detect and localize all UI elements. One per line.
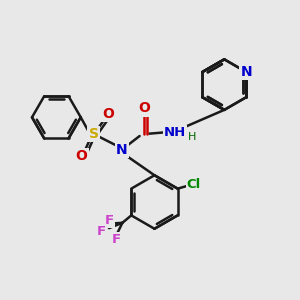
Text: F: F xyxy=(112,233,121,246)
Text: O: O xyxy=(138,101,150,116)
Text: NH: NH xyxy=(164,126,186,139)
Text: S: S xyxy=(88,127,98,141)
Text: N: N xyxy=(240,65,252,79)
Text: F: F xyxy=(105,214,114,227)
Text: O: O xyxy=(103,107,114,121)
Text: F: F xyxy=(97,225,106,238)
Text: Cl: Cl xyxy=(187,178,201,191)
Text: H: H xyxy=(188,132,196,142)
Text: O: O xyxy=(76,149,88,163)
Text: N: N xyxy=(116,143,128,157)
